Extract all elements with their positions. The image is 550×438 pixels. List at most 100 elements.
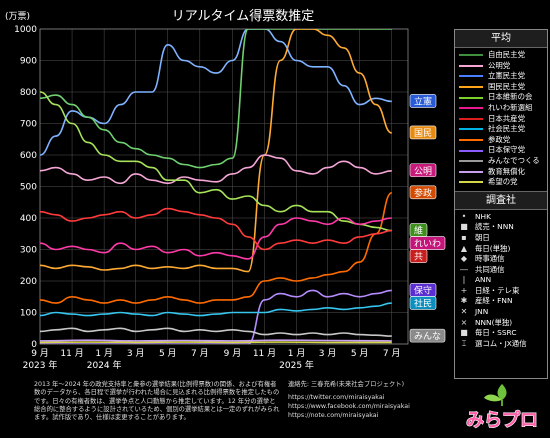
legend-pollster-item: + 日経・テレ東 — [459, 286, 547, 297]
legend-label: 毎日・SSRC — [475, 328, 517, 338]
x-tick-label: 11 月 — [60, 348, 83, 359]
series-tag-box — [409, 249, 428, 263]
legend-avg-item: 国民民主党 — [459, 82, 547, 93]
legend-label: 朝日 — [475, 232, 490, 242]
x-tick-label: 3 月 — [319, 348, 337, 359]
legend-pollster-item: × NNN(単独) — [459, 318, 547, 329]
series-line-7 — [40, 207, 392, 251]
legend-pollster-item: • NHK — [459, 212, 547, 223]
link-facebook[interactable]: https://www.facebook.com/miraisyakai — [288, 402, 410, 410]
x-year-label: 2024 年 — [87, 359, 122, 371]
legend-swatch — [459, 86, 483, 89]
legend-swatch — [459, 181, 483, 184]
legend-pollster-item: ▪ 朝日 — [459, 233, 547, 244]
legend-avg-item: 社会民主党 — [459, 124, 547, 135]
legend-avg-item: 公明党 — [459, 61, 547, 72]
legend-label: 希望の党 — [488, 177, 518, 187]
legend-swatch — [459, 149, 483, 152]
legend-pollster-heading: 調査社 — [455, 190, 547, 210]
series-tag-label: 立憲 — [414, 95, 432, 107]
series-line-3 — [40, 154, 392, 185]
legend-pollster-item: ✱ 産経・FNN — [459, 296, 547, 307]
y-axis-unit: (万票) — [5, 11, 30, 22]
pollster-marker-icon: + — [460, 285, 468, 295]
series-tag-label: 国民 — [414, 128, 432, 139]
series-tag-box — [409, 296, 437, 310]
pollster-marker-icon: ■ — [460, 328, 468, 338]
pollster-marker-icon: ▪ — [461, 232, 467, 242]
legend-avg-item: 教育無償化 — [459, 167, 547, 178]
legend-label: 参政党 — [488, 134, 511, 144]
legend-label: JNN — [475, 307, 489, 317]
legend-pollster-item: ▲ 毎日(単独) — [459, 244, 547, 255]
legend-avg-item: 参政党 — [459, 135, 547, 146]
series-line-0 — [40, 29, 392, 156]
legend-swatch — [459, 54, 483, 57]
legend-label: 日本保守党 — [488, 145, 525, 155]
legend-swatch — [459, 139, 483, 142]
grid-lines — [39, 28, 409, 345]
legend-label: 日経・テレ東 — [475, 285, 520, 295]
legend-swatch — [459, 64, 483, 67]
y-tick-label: 0 — [31, 340, 37, 350]
pollster-marker-icon: • — [461, 211, 467, 221]
y-tick-label: 500 — [20, 183, 37, 193]
series-tag-box — [409, 236, 446, 250]
legend-avg-heading: 平均 — [455, 30, 547, 48]
legend-pollster-list: • NHK ■ 読売・NNN ▪ 朝日 ▲ 毎日(単独) ◆ 時事通信 ― 共同通信 | ANN + 日経・テ… — [455, 210, 547, 350]
logo-text: みらプロ — [466, 409, 538, 431]
legend-swatch — [459, 96, 483, 99]
link-twitter[interactable]: https://twitter.com/miraisyakai — [288, 393, 385, 401]
x-year-label: 2023 年 — [23, 359, 58, 371]
y-tick-label: 1000 — [14, 25, 37, 35]
legend-label: 産経・FNN — [475, 296, 513, 306]
pollster-marker-icon: ▲ — [460, 243, 468, 253]
series-tag-box — [409, 328, 446, 343]
legend-label: 時事通信 — [475, 254, 505, 264]
series-line-6 — [40, 217, 392, 260]
legend-label: 毎日(単独) — [475, 243, 511, 253]
x-tick-label: 7 月 — [191, 348, 209, 359]
y-tick-label: 400 — [20, 214, 37, 224]
link-note[interactable]: https://note.com/miraisyakai — [288, 411, 379, 419]
series-line-10 — [40, 327, 392, 337]
y-tick-label: 300 — [20, 246, 37, 256]
legend-label: 日本共産党 — [488, 113, 525, 123]
legend-swatch — [459, 170, 483, 173]
series-tag-label: 共 — [414, 252, 423, 263]
x-tick-label: 1 月 — [288, 348, 306, 359]
legend-label: 共同通信 — [475, 264, 505, 274]
series-tag-label: 保守 — [414, 284, 432, 296]
legend-avg-item: 希望の党 — [459, 177, 547, 188]
legend-label: 選コム・JX通信 — [475, 338, 527, 348]
series-tag-box — [409, 163, 437, 178]
x-tick-label: 7 月 — [383, 348, 401, 359]
legend-avg-item: 自由民主党 — [459, 50, 547, 61]
y-tick-label: 900 — [20, 57, 37, 67]
legend-label: NNN(単独) — [475, 317, 513, 327]
series-tag-box — [409, 125, 437, 140]
legend-pollster-item: ◆ 時事通信 — [459, 254, 547, 265]
legend-avg-list: 自由民主党 公明党 立憲民主党 国民民主党 日本維新の会 れいわ新選組 日本共産党 社会民主党… — [455, 48, 547, 188]
series-line-2 — [40, 29, 393, 273]
legend-swatch — [459, 107, 483, 110]
series-tag-box — [409, 94, 437, 108]
legend-avg-item: みんなでつくる — [459, 156, 547, 167]
contact-text: 連絡先: 三春充希(未来社会プロジェクト) — [288, 381, 405, 388]
legend-swatch — [459, 160, 483, 163]
x-year-label: 2025 年 — [279, 359, 314, 371]
series-line-5 — [40, 91, 392, 232]
x-tick-label: 9 月 — [31, 348, 49, 359]
pollster-marker-icon: ✱ — [460, 296, 468, 306]
series-line-8 — [40, 289, 392, 344]
series-tag-box — [409, 185, 437, 200]
legend-label: 読売・NNN — [475, 222, 514, 232]
series-tag-label: 社民 — [414, 297, 432, 309]
y-tick-label: 700 — [20, 120, 37, 130]
legend-label: 日本維新の会 — [488, 92, 533, 102]
legend-pollster-item: ✕ JNN — [459, 307, 547, 318]
footer-note: 2013 年～2024 年の政党支持率と衆参の選挙結果(比例得票数)の関係、およ… — [34, 381, 280, 422]
series-tag-label: 維 — [414, 225, 423, 237]
legend-label: 社会民主党 — [488, 124, 525, 134]
legend-pollster-item: ■ 読売・NNN — [459, 222, 547, 233]
